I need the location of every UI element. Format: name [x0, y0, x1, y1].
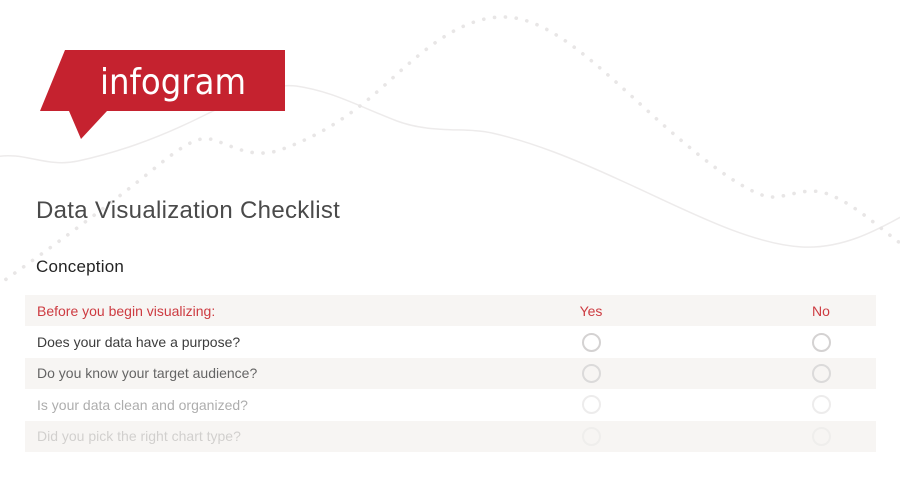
logo-text: infogram [100, 62, 246, 103]
yes-radio-button[interactable] [581, 332, 601, 352]
yes-radio-button[interactable] [581, 395, 601, 415]
checklist-row: Do you know your target audience? [25, 357, 876, 390]
checklist-header-row: Before you begin visualizing: Yes No [25, 295, 876, 327]
no-cell [796, 421, 846, 452]
no-column-header: No [812, 302, 830, 319]
checklist-row: Did you pick the right chart type? [25, 420, 876, 452]
checklist-table: Before you begin visualizing: Yes No Doe… [25, 295, 876, 452]
no-radio-button[interactable] [811, 395, 831, 415]
solid-wave-line [0, 84, 900, 248]
yes-cell [566, 326, 616, 357]
yes-radio-button[interactable] [581, 363, 601, 383]
yes-cell [566, 389, 616, 420]
question-label: Does your data have a purpose? [37, 334, 241, 351]
question-label: Is your data clean and organized? [37, 396, 248, 413]
no-cell [796, 326, 846, 357]
yes-radio-button[interactable] [581, 426, 601, 446]
no-cell [796, 389, 846, 420]
yes-cell [566, 358, 616, 389]
logo-speech-bubble [40, 50, 285, 139]
checklist-header-label: Before you begin visualizing: [37, 302, 216, 319]
yes-cell [566, 421, 616, 452]
yes-column-header: Yes [579, 302, 603, 319]
checklist-row: Is your data clean and organized? [25, 389, 876, 420]
no-radio-button[interactable] [811, 332, 831, 352]
page-title: Data Visualization Checklist [36, 197, 341, 224]
no-cell [796, 358, 846, 389]
section-title: Conception [36, 257, 125, 276]
infogram-logo: infogram [40, 50, 285, 139]
question-label: Do you know your target audience? [37, 365, 258, 382]
question-label: Did you pick the right chart type? [37, 428, 241, 445]
no-radio-button[interactable] [811, 363, 831, 383]
checklist-row: Does your data have a purpose? [25, 326, 876, 357]
no-radio-button[interactable] [811, 426, 831, 446]
checklist-rows: Does your data have a purpose? Do you kn… [25, 326, 876, 452]
